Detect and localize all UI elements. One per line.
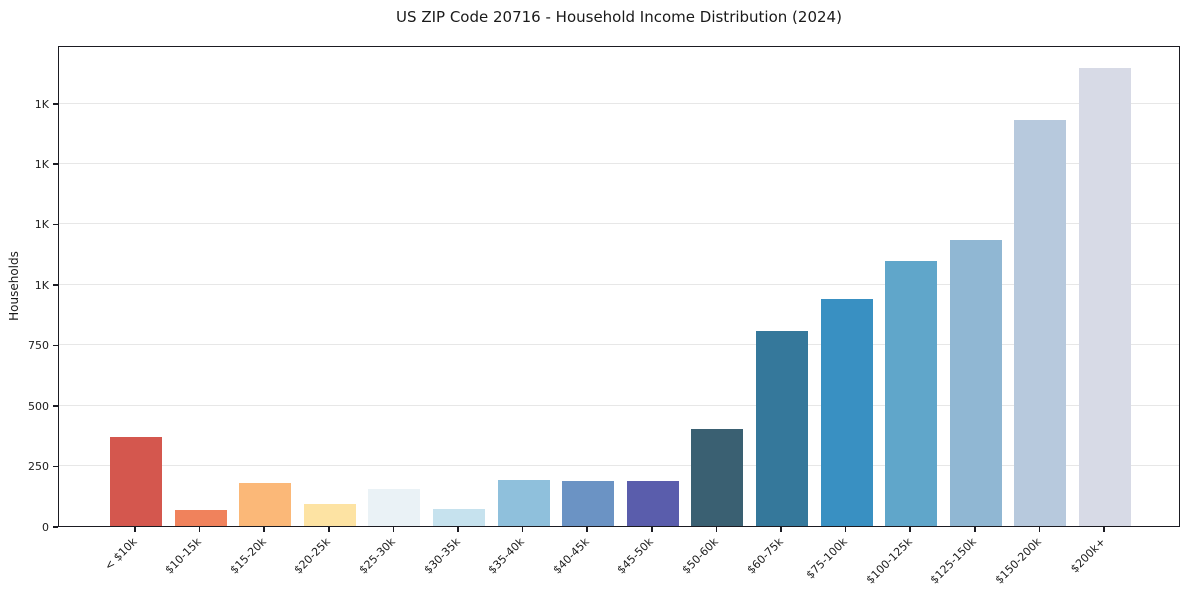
x-tick-mark: [263, 527, 265, 532]
x-tick-mark: [715, 527, 718, 532]
y-tick-mark: [53, 526, 58, 528]
bar-75-100k: [820, 298, 873, 526]
bar-20-25k: [303, 504, 356, 526]
y-tick-mark: [53, 284, 58, 286]
y-tick-mark: [53, 344, 58, 347]
x-tick-label: $25-30k: [356, 535, 398, 577]
bar-50-60k: [691, 429, 744, 526]
y-tick-mark: [53, 223, 58, 226]
plot-area: [58, 46, 1180, 527]
bar-10k: [110, 436, 162, 526]
x-tick-mark: [844, 527, 847, 532]
x-tick-mark: [198, 527, 201, 532]
x-tick-label: $15-20k: [227, 535, 269, 577]
x-tick-label: $60-75k: [744, 535, 786, 577]
x-tick-label: $30-35k: [421, 535, 463, 577]
x-tick-label: $10-15k: [162, 535, 205, 577]
bar-35-40k: [497, 480, 550, 526]
bar-200k: [1079, 67, 1131, 526]
gridline: [59, 404, 1179, 406]
bar-100-125k: [885, 261, 938, 526]
y-tick-mark: [53, 465, 58, 468]
x-tick-label: $75-100k: [803, 535, 851, 582]
bar-40-45k: [562, 481, 615, 526]
x-tick-mark: [909, 527, 911, 532]
gridline: [59, 102, 1179, 104]
y-tick-label: 1K: [34, 157, 49, 171]
x-tick-mark: [392, 527, 395, 532]
gridline: [59, 223, 1179, 225]
bar-60-75k: [756, 331, 808, 526]
y-tick-label: 500: [28, 399, 49, 413]
gridline: [59, 344, 1179, 346]
x-tick-mark: [328, 527, 330, 532]
gridline: [59, 283, 1179, 285]
y-tick-label: 1K: [34, 218, 49, 232]
bar-45-50k: [626, 481, 679, 526]
x-tick-mark: [651, 527, 653, 532]
x-tick-label: $45-50k: [615, 535, 657, 577]
bar-150-200k: [1014, 119, 1067, 526]
x-tick-label: $50-60k: [679, 535, 721, 577]
y-tick-mark: [53, 405, 58, 407]
y-tick-label: 250: [28, 460, 49, 474]
x-tick-mark: [1038, 527, 1041, 532]
x-tick-mark: [457, 527, 459, 532]
x-tick-label: $200k+: [1068, 535, 1109, 576]
bar-30-35k: [433, 509, 485, 526]
x-tick-mark: [1103, 527, 1105, 532]
x-tick-label: $125-150k: [928, 535, 980, 587]
gridline: [59, 162, 1179, 164]
y-tick-label: 0: [42, 520, 49, 534]
x-tick-label: $150-200k: [992, 535, 1044, 587]
y-tick-mark: [53, 163, 58, 165]
x-tick-label: < $10k: [101, 535, 140, 573]
bar-15-20k: [239, 482, 292, 526]
x-tick-mark: [974, 527, 976, 532]
y-tick-label: 750: [28, 339, 49, 353]
y-tick-mark: [53, 103, 58, 105]
x-tick-label: $35-40k: [485, 535, 528, 577]
bar-10-15k: [174, 510, 227, 526]
x-tick-label: $20-25k: [292, 535, 334, 577]
x-tick-mark: [521, 527, 524, 532]
bar-125-150k: [949, 239, 1002, 526]
y-tick-label: 1K: [34, 278, 49, 292]
x-tick-label: $40-45k: [550, 535, 592, 577]
x-tick-label: $100-125k: [863, 535, 915, 587]
bar-25-30k: [368, 488, 421, 526]
x-tick-mark: [586, 527, 588, 532]
chart-title: US ZIP Code 20716 - Household Income Dis…: [396, 8, 842, 26]
y-tick-label: 1K: [34, 97, 49, 111]
x-tick-mark: [780, 527, 782, 532]
x-tick-mark: [134, 527, 136, 532]
gridline: [59, 465, 1179, 467]
